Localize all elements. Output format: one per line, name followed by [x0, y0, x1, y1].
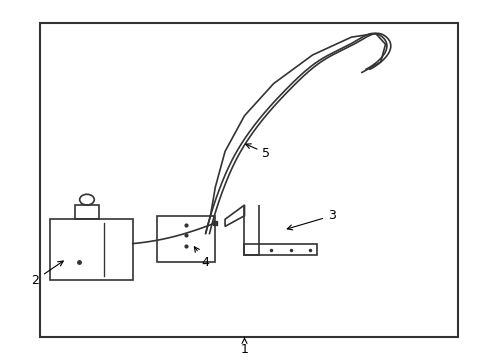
Text: 4: 4: [194, 247, 209, 269]
Text: 2: 2: [31, 261, 63, 287]
Bar: [50, 219, 132, 280]
Text: 5: 5: [245, 144, 270, 160]
Text: 1: 1: [240, 338, 248, 356]
Bar: [40, 23, 458, 337]
Bar: [75, 205, 99, 219]
Text: 3: 3: [286, 209, 335, 230]
Bar: [157, 216, 215, 262]
